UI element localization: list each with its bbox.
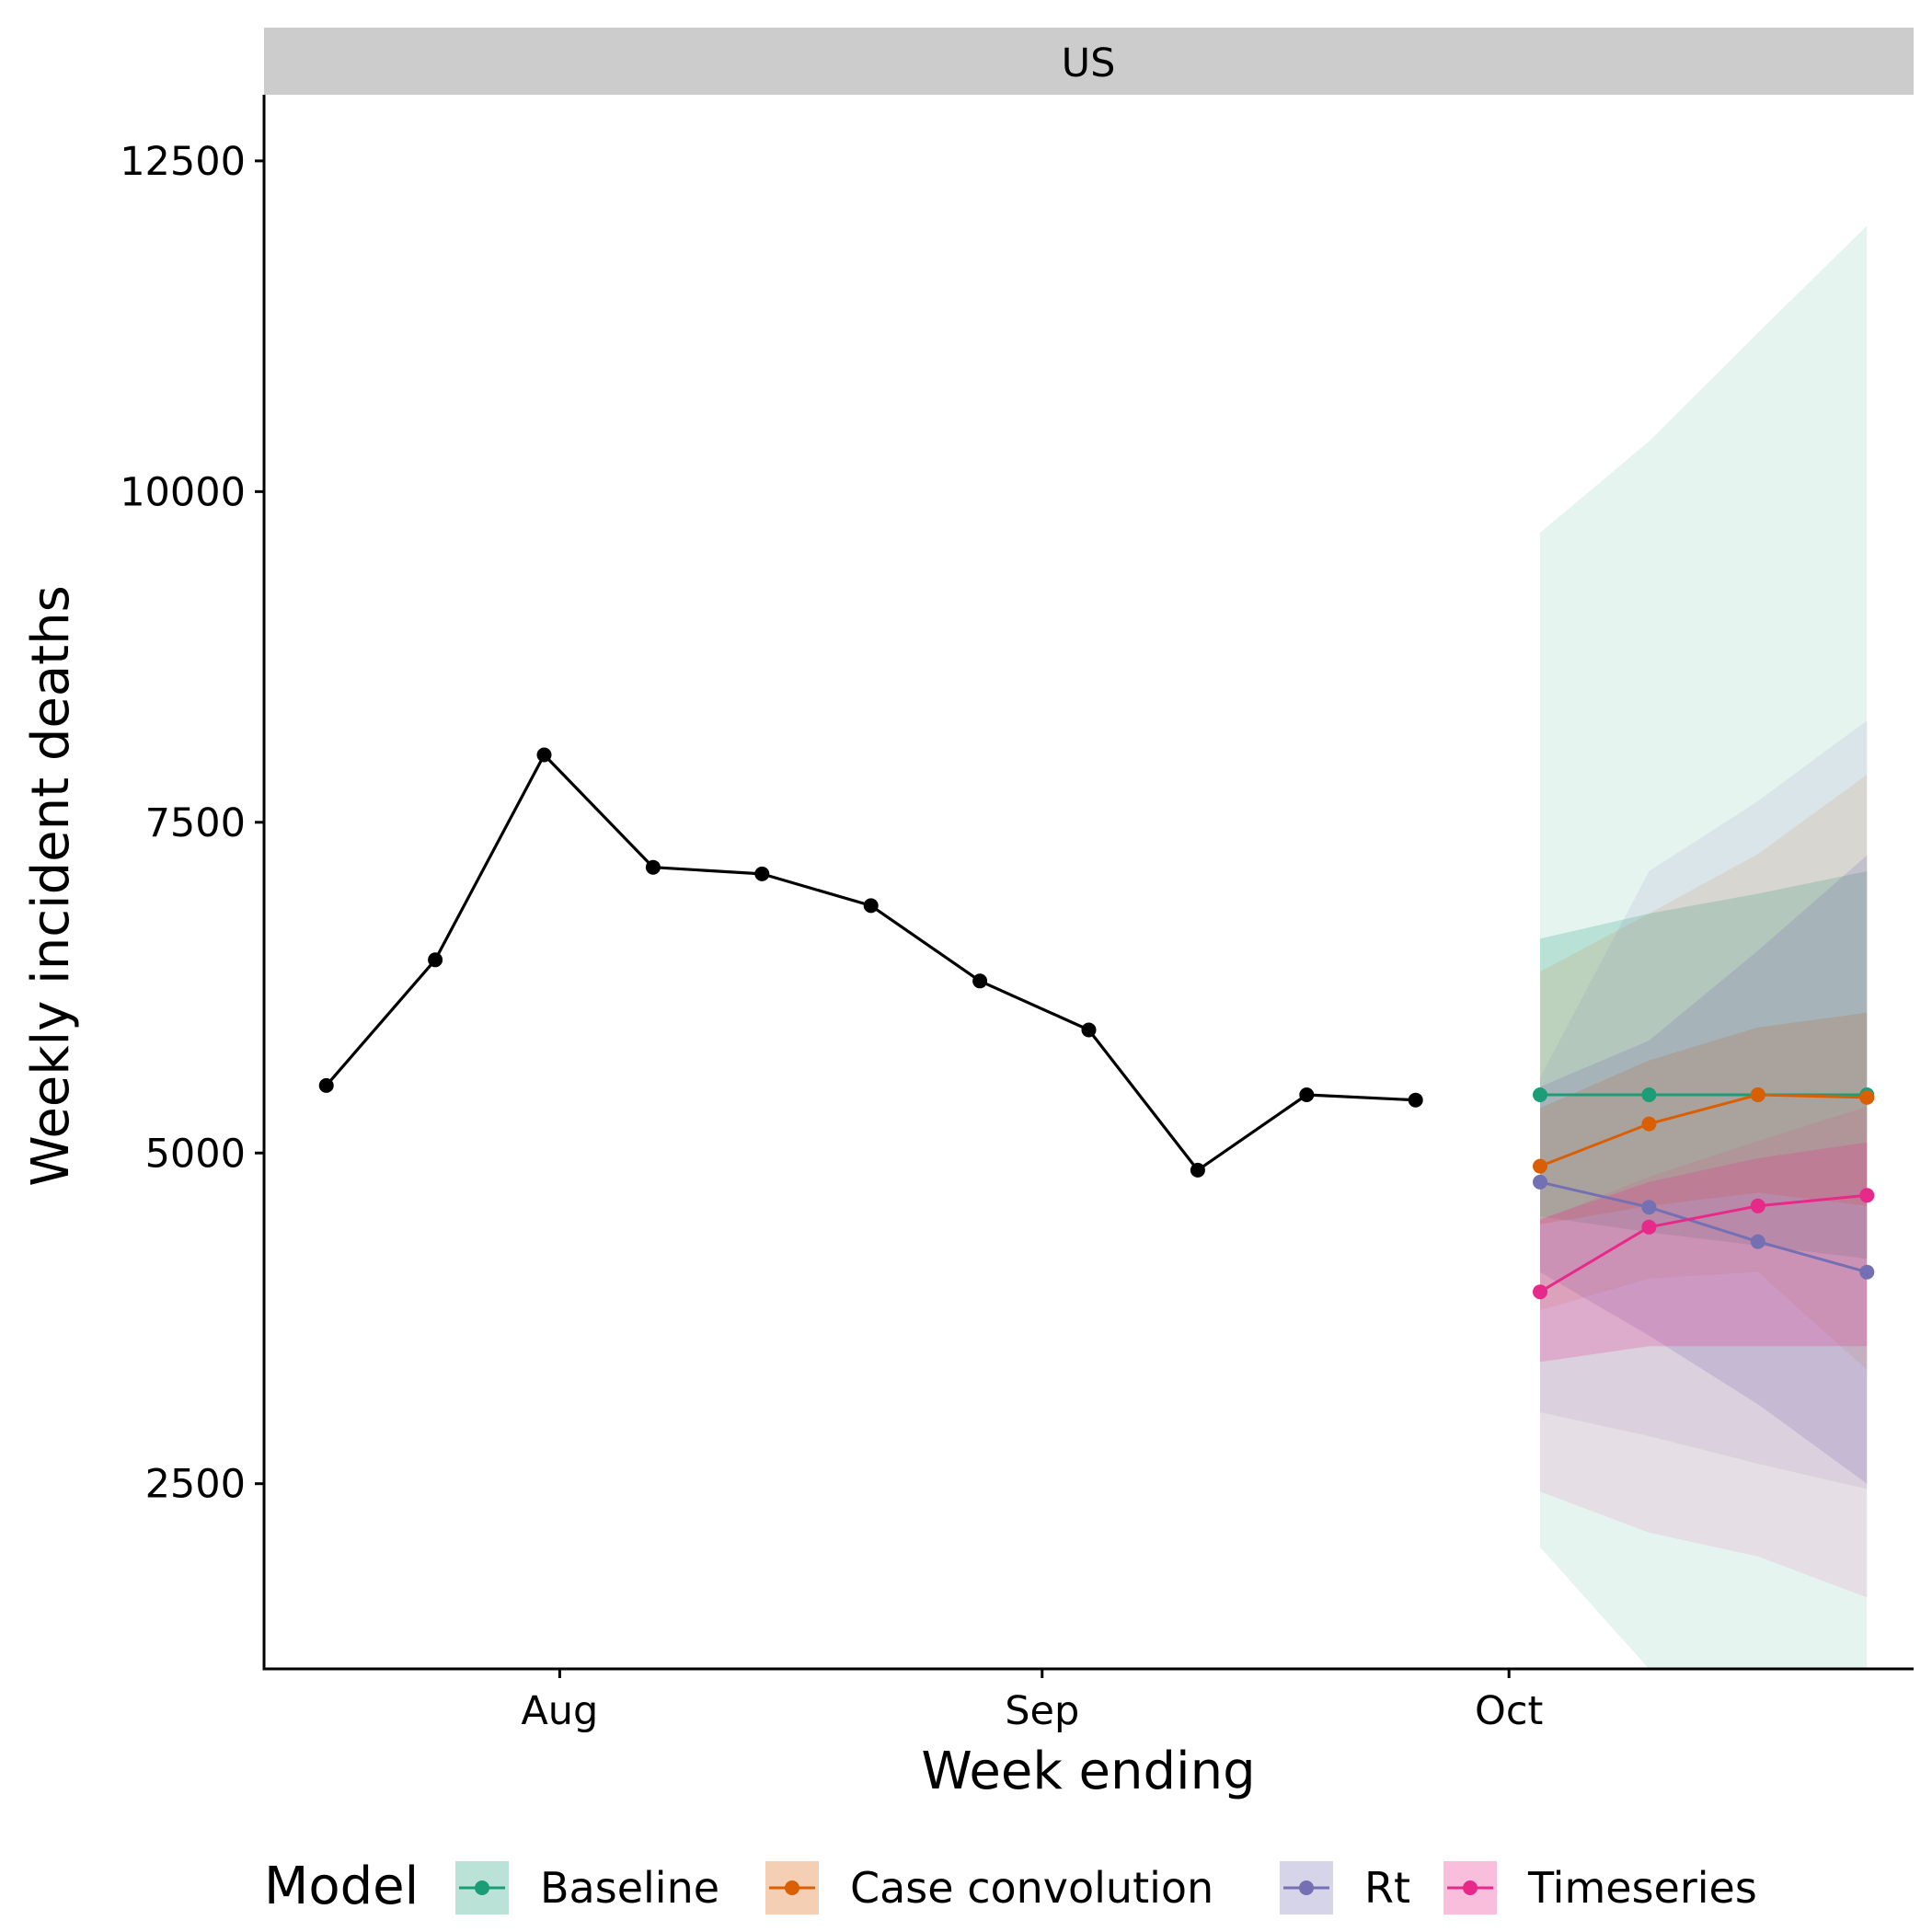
axes: 2500 5000 7500 10000 12500 Aug Sep Oct [120,95,1914,1734]
y-tick-label: 5000 [145,1131,246,1177]
band-timeseries-inner [1540,1142,1868,1363]
legend-item-baseline: Baseline [455,1861,719,1915]
band-case-convolution-inner [1540,1012,1868,1225]
legend-title: Model [264,1857,419,1916]
series-points [318,747,1875,1300]
point-baseline [1533,1087,1547,1102]
legend-key-point [785,1880,799,1895]
point-timeseries [1750,1198,1765,1213]
band-rt-outer [1540,720,1868,1489]
x-axis-title: Week ending [921,1742,1255,1801]
legend-key-point [1299,1880,1314,1895]
x-tick-label: Aug [521,1688,598,1734]
legend-label: Rt [1364,1863,1410,1913]
y-axis-title: Weekly incident deaths [21,585,81,1187]
band-rt-inner [1540,855,1868,1484]
point-rt [1859,1264,1875,1280]
x-tick-label: Oct [1475,1688,1543,1734]
y-tick-label: 10000 [120,469,246,515]
point-rt [1750,1234,1765,1249]
observed-point [645,859,661,875]
line-timeseries [1539,1193,1868,1294]
band-case-convolution-outer [1540,775,1868,1371]
point-timeseries [1533,1284,1547,1300]
legend-key-point [475,1880,489,1895]
observed-point [428,952,443,968]
observed-point [1190,1162,1205,1178]
line-rt [1539,1180,1868,1274]
legend-label: Case convolution [850,1863,1213,1913]
observed-point [318,1077,334,1093]
observed-point [754,866,770,881]
point-timeseries [1641,1219,1657,1235]
point-case-convolution [1533,1158,1547,1174]
point-timeseries [1859,1188,1875,1203]
legend-key-point [1463,1880,1478,1895]
legend-item-timeseries: Timeseries [1443,1861,1757,1915]
legend-label: Timeseries [1527,1863,1757,1913]
facet-strip-label: US [1062,40,1116,86]
y-tick-label: 7500 [145,800,246,846]
point-baseline [1641,1087,1657,1102]
band-baseline-inner [1540,871,1868,1259]
observed-point [1408,1092,1423,1108]
legend-item-case-convolution: Case convolution [765,1861,1213,1915]
legend-item-rt: Rt [1280,1861,1410,1915]
x-tick-label: Sep [1005,1688,1079,1734]
legend: Model Baseline Case convolution Rt Timeseri… [264,1857,1757,1916]
y-tick-label: 2500 [145,1462,246,1508]
point-case-convolution [1859,1089,1875,1105]
point-rt [1533,1174,1547,1190]
point-case-convolution [1641,1116,1657,1132]
facet-strip [264,28,1914,95]
observed-point [972,973,988,989]
observed-line [325,753,1416,1172]
observed-point [1299,1087,1315,1102]
point-case-convolution [1750,1087,1765,1102]
observed-point [1081,1022,1097,1038]
y-tick-label: 12500 [120,139,246,185]
band-timeseries-outer [1540,1106,1868,1598]
observed-point [536,747,552,763]
observed-point [863,898,879,914]
line-case-convolution [1539,1093,1868,1167]
point-rt [1641,1200,1657,1215]
forecast-bands [1540,225,1868,1669]
legend-label: Baseline [540,1863,719,1913]
band-baseline-outer [1540,225,1868,1669]
